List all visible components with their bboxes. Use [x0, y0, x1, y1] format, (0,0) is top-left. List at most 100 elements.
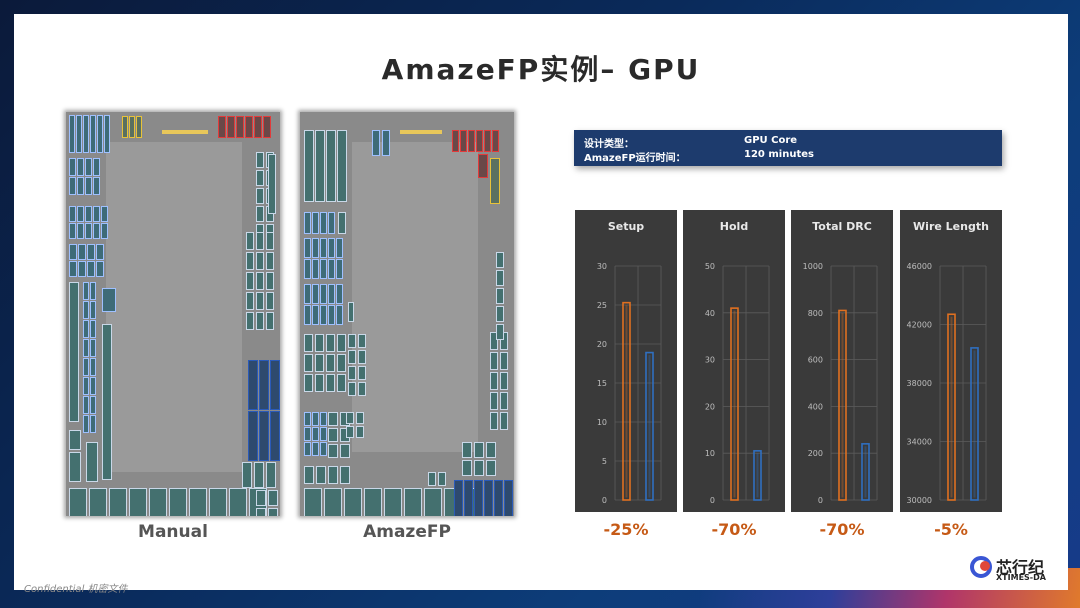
floorplan-block [90, 320, 96, 338]
wire-length-result: -5% [934, 520, 968, 539]
floorplan-block [336, 238, 343, 258]
y-tick-label: 46000 [907, 262, 932, 271]
floorplan-block [102, 324, 112, 480]
floorplan-block [328, 412, 338, 426]
floorplan-block [266, 272, 274, 290]
floorplan-block [312, 238, 319, 258]
floorplan-block [320, 259, 327, 279]
bar-amazefp [970, 347, 979, 501]
logo-cn-text: 芯行纪 [996, 558, 1045, 577]
floorplan-amazefp-image [300, 112, 514, 516]
floorplan-block [256, 206, 264, 222]
floorplan-block [348, 382, 356, 396]
floorplan-block [304, 466, 314, 484]
y-tick-label: 30000 [907, 496, 932, 505]
floorplan-block [500, 372, 508, 390]
floorplan-block [500, 352, 508, 370]
floorplan-block [266, 232, 274, 250]
floorplan-block [266, 252, 274, 270]
floorplan-block [490, 158, 500, 204]
floorplan-block [337, 130, 347, 202]
floorplan-block [169, 488, 187, 516]
floorplan-block [248, 360, 258, 410]
floorplan-block [337, 354, 346, 372]
chart-panel-wire-length: Wire Length 30000 34000 38000 42000 46000 [900, 210, 1002, 512]
floorplan-block [358, 382, 366, 396]
floorplan-block [245, 116, 253, 138]
floorplan-block [364, 488, 382, 516]
floorplan-block [87, 261, 95, 277]
floorplan-block [93, 177, 100, 195]
chart-panel-hold: Hold 0 10 20 30 40 50 [683, 210, 785, 512]
floorplan-block [259, 360, 269, 410]
floorplan-block [496, 324, 504, 340]
floorplan-block [496, 270, 504, 286]
chart-svg: 30000 34000 38000 42000 46000 [907, 262, 987, 505]
floorplan-block [315, 130, 325, 202]
floorplan-block [358, 350, 366, 364]
floorplan-block [246, 252, 254, 270]
floorplan-block [256, 490, 266, 506]
floorplan-block [320, 427, 327, 441]
floorplan-block [246, 312, 254, 330]
floorplan-block [69, 158, 76, 176]
confidential-footer: Confidential 机密文件 [24, 584, 128, 595]
floorplan-block [77, 158, 84, 176]
bar-amazefp [861, 443, 870, 501]
floorplan-block [304, 412, 311, 426]
floorplan-block [452, 130, 459, 152]
floorplan-block [424, 488, 442, 516]
floorplan-block [328, 466, 338, 484]
floorplan-block [89, 488, 107, 516]
floorplan-block [90, 358, 96, 376]
floorplan-block [494, 480, 503, 516]
y-tick-label: 38000 [907, 379, 932, 388]
info-key: 设计类型： [584, 139, 634, 150]
floorplan-block [246, 232, 254, 250]
floorplan-block [136, 116, 142, 138]
floorplan-block [90, 377, 96, 395]
floorplan-block [69, 488, 87, 516]
floorplan-block [268, 508, 278, 516]
floorplan-block [270, 411, 280, 461]
floorplan-block [104, 115, 110, 153]
floorplan-block [484, 130, 491, 152]
slide-title: AmazeFP实例– GPU [381, 53, 701, 86]
floorplan-manual-image [66, 112, 280, 516]
chart-svg: 0 5 10 15 20 25 30 [597, 262, 662, 505]
floorplan-block [328, 428, 338, 442]
y-tick-label: 600 [808, 356, 823, 365]
floorplan-block [328, 305, 335, 325]
floorplan-block [149, 488, 167, 516]
floorplan-block [83, 415, 89, 433]
y-tick-label: 5 [602, 457, 607, 466]
floorplan-block [268, 490, 278, 506]
floorplan-block [484, 480, 493, 516]
floorplan-macro [400, 130, 442, 134]
floorplan-block [326, 130, 336, 202]
floorplan-block [83, 115, 89, 153]
floorplan-block [246, 272, 254, 290]
floorplan-block [348, 334, 356, 348]
floorplan-block [496, 252, 504, 268]
floorplan-block [304, 212, 311, 234]
floorplan-block [304, 354, 313, 372]
floorplan-block [315, 354, 324, 372]
floorplan-block [428, 472, 436, 486]
floorplan-block [77, 206, 84, 222]
y-tick-label: 0 [818, 496, 823, 505]
floorplan-block [69, 452, 81, 482]
y-tick-label: 400 [808, 402, 823, 411]
floorplan-block [326, 374, 335, 392]
floorplan-block [348, 302, 354, 322]
floorplan-block [69, 261, 77, 277]
floorplan-block [304, 238, 311, 258]
floorplan-block [490, 392, 498, 410]
floorplan-block [486, 442, 496, 458]
floorplan-block [256, 252, 264, 270]
logo-en-text: XTIMES-DA [996, 573, 1046, 582]
y-tick-label: 1000 [803, 262, 823, 271]
floorplan-block [218, 116, 226, 138]
floorplan-block [83, 396, 89, 414]
floorplan-block [236, 116, 244, 138]
